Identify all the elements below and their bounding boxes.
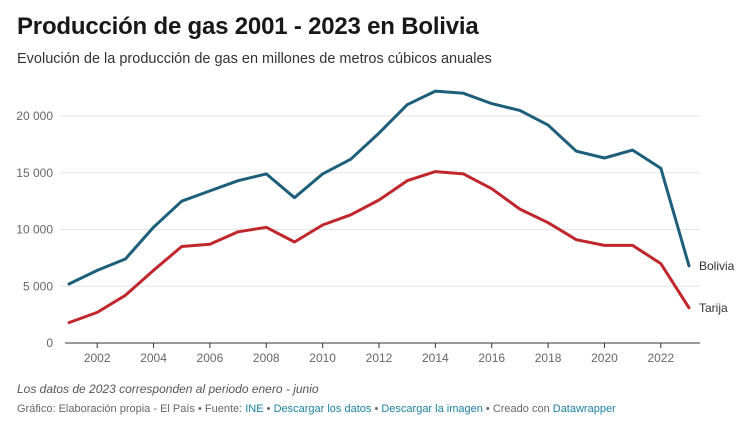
- y-axis-tick-labels: 0 5 000 10 000 15 000 20 000: [16, 109, 53, 350]
- x-tick-label: 2006: [197, 351, 224, 365]
- y-tick-label: 15 000: [16, 166, 53, 180]
- source-link[interactable]: INE: [245, 403, 264, 415]
- y-tick-label: 20 000: [16, 109, 53, 123]
- chart-subtitle: Evolución de la producción de gas en mil…: [17, 51, 492, 67]
- x-tick-label: 2004: [140, 351, 167, 365]
- chart-title: Producción de gas 2001 - 2023 en Bolivia: [17, 13, 479, 40]
- x-tick-label: 2002: [84, 351, 111, 365]
- x-tick-label: 2022: [647, 351, 674, 365]
- x-tick-label: 2014: [422, 351, 449, 365]
- chart-footer: Gráfico: Elaboración propia - El País • …: [17, 403, 616, 415]
- series-label-bolivia: Bolivia: [699, 259, 735, 273]
- grid-lines: [60, 115, 700, 344]
- y-tick-label: 0: [46, 336, 53, 350]
- footer-credit: Gráfico: Elaboración propia - El País • …: [17, 403, 246, 415]
- x-tick-label: 2008: [253, 351, 280, 365]
- x-tick-label: 2010: [309, 351, 336, 365]
- datawrapper-link[interactable]: Datawrapper: [552, 403, 616, 415]
- y-tick-label: 5 000: [23, 279, 53, 293]
- series-line-bolivia: [67, 89, 691, 286]
- footer-separator: •: [371, 403, 382, 415]
- y-tick-label: 10 000: [16, 223, 53, 237]
- chart-note: Los datos de 2023 corresponden al period…: [17, 382, 319, 396]
- series-end-labels: Bolivia Tarija: [699, 259, 735, 315]
- download-image-link[interactable]: Descargar la imagen: [381, 403, 483, 415]
- series-label-tarija: Tarija: [699, 301, 728, 315]
- series-line-tarija: [67, 170, 691, 325]
- footer-created-with: • Creado con: [482, 403, 553, 415]
- footer-separator: •: [263, 403, 274, 415]
- download-data-link[interactable]: Descargar los datos: [273, 403, 372, 415]
- x-tick-label: 2016: [478, 351, 505, 365]
- series-lines: [67, 89, 691, 325]
- x-tick-label: 2012: [366, 351, 393, 365]
- x-tick-label: 2020: [591, 351, 618, 365]
- x-axis-tick-labels: 2002 2004 2006 2008 2010 2012 2014 2016 2018 2020…: [84, 343, 674, 365]
- x-tick-label: 2018: [535, 351, 562, 365]
